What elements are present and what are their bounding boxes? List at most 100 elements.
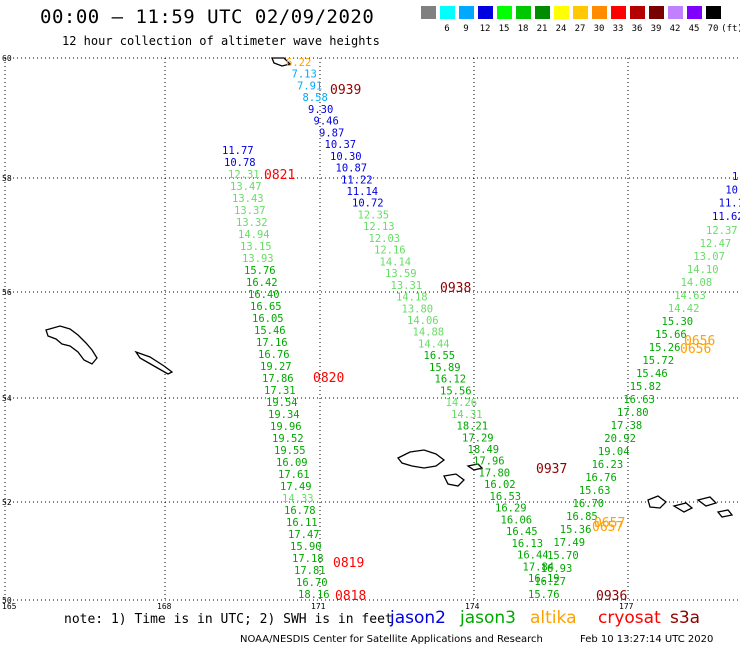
scale-swatch (478, 6, 493, 19)
scale-tick-label: 30 (593, 24, 605, 34)
lon-label: 165 (2, 602, 17, 611)
scale-tick-label: 21 (536, 24, 548, 34)
wave-height-value: 16.76 (258, 349, 290, 361)
scale-tick-label: 27 (574, 24, 586, 34)
wave-height-value: 16.05 (252, 313, 284, 325)
wave-height-value: 17.38 (611, 420, 643, 432)
wave-height-value: 14.94 (238, 229, 270, 241)
wave-height-value: 17.80 (617, 407, 649, 419)
scale-unit-label: (ft) (721, 24, 740, 34)
wave-height-value: 14.26 (446, 397, 478, 409)
wave-height-value: 16.13 (512, 538, 544, 550)
scale-swatch (649, 6, 664, 19)
wave-height-value: 13.32 (236, 217, 268, 229)
lat-label: 58 (2, 174, 12, 183)
wave-height-value: 17.47 (288, 529, 320, 541)
scale-tick-label: 24 (555, 24, 567, 34)
wave-height-value: 14.42 (668, 303, 700, 315)
wave-height-value: 14.33 (282, 493, 314, 505)
track-time-label: 0936 (596, 589, 627, 604)
wave-height-value: 10.30 (330, 151, 362, 163)
island-aleutian-4 (647, 495, 667, 509)
wave-height-value: 14.88 (413, 327, 445, 339)
track-time-label: 0938 (440, 281, 471, 296)
wave-height-value: 10.87 (336, 163, 368, 175)
lon-label: 168 (157, 602, 172, 611)
track-time-label: 0821 (264, 168, 295, 183)
island-aleutian-6 (696, 496, 718, 507)
track-time-label: 0937 (536, 462, 567, 477)
altimeter-tracks: 11.7710.7812.3113.4713.4313.3713.3214.94… (222, 57, 740, 604)
island-aleutian-3 (466, 463, 484, 471)
wave-height-value: 16.42 (246, 277, 278, 289)
lat-label: 56 (2, 288, 12, 297)
wave-height-value: 7.91 (297, 80, 322, 92)
wave-height-value: 17.18 (292, 553, 324, 565)
track-time-label: 0657 (592, 520, 623, 535)
legend-item-s3a: s3a (670, 608, 701, 628)
wave-height-value: 15.89 (429, 362, 461, 374)
track-time-label: 0656 (684, 334, 715, 349)
wave-height-value: 11.22 (341, 174, 373, 186)
wave-height-value: 7.13 (292, 69, 317, 81)
wave-height-value: 15.46 (254, 325, 286, 337)
timestamp-text: Feb 10 13:27:14 UTC 2020 (580, 634, 714, 645)
land-masses (45, 57, 734, 518)
wave-height-value: 15.76 (244, 265, 276, 277)
wave-height-value: 6.22 (286, 57, 311, 69)
wave-height-value: 19.54 (266, 397, 298, 409)
scale-swatch (668, 6, 683, 19)
scale-tick-label: 33 (612, 24, 624, 34)
wave-height-value: 16.93 (541, 563, 573, 575)
lat-label: 52 (2, 498, 12, 507)
wave-height-value: 15.66 (655, 329, 687, 341)
scale-swatch (421, 6, 436, 19)
wave-height-value: 13.31 (391, 280, 423, 292)
lat-label: 54 (2, 394, 12, 403)
wave-height-value: 17.80 (479, 467, 511, 479)
wave-height-value: 17.49 (280, 481, 312, 493)
wave-height-value: 15.72 (642, 355, 674, 367)
wave-height-value: 13.47 (230, 181, 262, 193)
wave-height-value: 17.31 (264, 385, 296, 397)
wave-height-value: 15.63 (579, 485, 611, 497)
wave-height-value: 16.53 (490, 491, 522, 503)
scale-swatch (630, 6, 645, 19)
wave-height-value: 15.76 (528, 589, 560, 601)
lat-lon-grid (4, 57, 740, 601)
wave-height-value: 19.52 (272, 433, 304, 445)
scale-swatch (573, 6, 588, 19)
wave-height-value: 15.90 (290, 541, 322, 553)
wave-height-value: 16.12 (435, 374, 467, 386)
wave-height-value: 16.09 (276, 457, 308, 469)
wave-height-value: 14.44 (418, 338, 450, 350)
wave-height-value: 13.37 (234, 205, 266, 217)
page-subtitle: 12 hour collection of altimeter wave hei… (62, 34, 380, 48)
wave-height-value: 16.44 (517, 550, 549, 562)
track-time-label: 0820 (313, 371, 344, 386)
wave-height-value: 11.62 (712, 211, 740, 223)
wave-height-value: 16.19 (528, 573, 560, 585)
wave-height-value: 9.30 (308, 104, 333, 116)
wave-height-value: 17.84 (523, 561, 555, 573)
wave-height-value: 12.37 (706, 225, 738, 237)
lat-label: 60 (2, 54, 12, 63)
wave-height-value: 15.26 (649, 342, 681, 354)
wave-height-value: 14.31 (451, 409, 483, 421)
legend-item-jason3: jason3 (460, 608, 516, 628)
wave-height-value: 18.16 (298, 589, 330, 601)
note-text: note: 1) Time is in UTC; 2) SWH is in fe… (64, 612, 393, 627)
wave-height-value: 15.56 (440, 385, 472, 397)
wave-height-value: 17.49 (553, 537, 585, 549)
lon-label: 171 (311, 602, 326, 611)
scale-swatch (592, 6, 607, 19)
wave-height-value: 14.08 (681, 277, 713, 289)
scale-swatch (535, 6, 550, 19)
wave-height-value: 19.96 (270, 421, 302, 433)
wave-height-value: 15.82 (630, 381, 662, 393)
wave-height-value: 14.10 (687, 264, 719, 276)
scale-tick-label: 15 (498, 24, 510, 34)
wave-height-value: 15.36 (560, 524, 592, 536)
